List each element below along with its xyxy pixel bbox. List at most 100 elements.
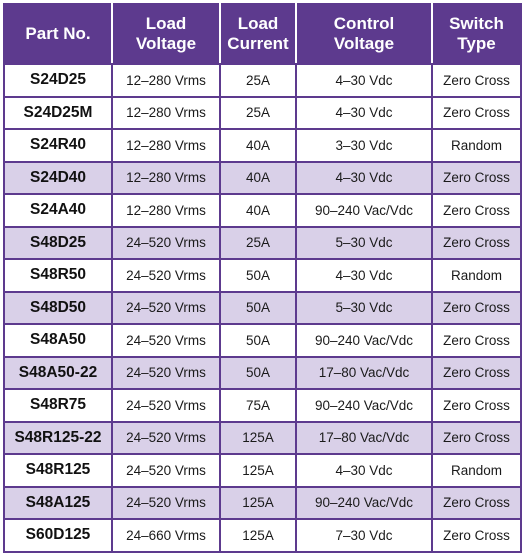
load-current-cell: 50A <box>219 355 297 390</box>
switch-type-cell: Zero Cross <box>431 323 522 358</box>
switch-type-cell: Zero Cross <box>431 63 522 98</box>
table-row: S48D25 24–520 Vrms 25A 5–30 Vdc Zero Cross <box>3 225 522 260</box>
switch-type-cell: Zero Cross <box>431 420 522 455</box>
load-current-cell: 25A <box>219 63 297 98</box>
switch-type-cell: Zero Cross <box>431 355 522 390</box>
table-row: S48R75 24–520 Vrms 75A 90–240 Vac/Vdc Zero C… <box>3 388 522 423</box>
control-voltage-cell: 4–30 Vdc <box>295 63 433 98</box>
part-no-cell: S48R50 <box>3 258 113 293</box>
parts-table: Part No. Load Voltage Load Current Control… <box>3 3 522 553</box>
col-header-switch-type: Switch Type <box>431 3 522 65</box>
load-voltage-cell: 24–660 Vrms <box>111 518 221 553</box>
header-label-line: Current <box>227 34 289 53</box>
header-label-line: Voltage <box>135 34 197 53</box>
part-no-cell: S48R125-22 <box>3 420 113 455</box>
part-no-cell: S24A40 <box>3 193 113 228</box>
control-voltage-cell: 17–80 Vac/Vdc <box>295 355 433 390</box>
load-current-cell: 25A <box>219 95 297 130</box>
load-current-cell: 50A <box>219 258 297 293</box>
part-no-cell: S48D25 <box>3 225 113 260</box>
load-voltage-cell: 24–520 Vrms <box>111 388 221 423</box>
control-voltage-cell: 90–240 Vac/Vdc <box>295 193 433 228</box>
switch-type-cell: Zero Cross <box>431 225 522 260</box>
header-label-line: Load <box>237 14 279 33</box>
switch-type-cell: Zero Cross <box>431 388 522 423</box>
header-label-line: Load <box>145 14 187 33</box>
control-voltage-cell: 4–30 Vdc <box>295 95 433 130</box>
part-no-cell: S24D25M <box>3 95 113 130</box>
part-no-cell: S60D125 <box>3 518 113 553</box>
control-voltage-cell: 5–30 Vdc <box>295 290 433 325</box>
col-header-control-voltage: Control Voltage <box>295 3 433 65</box>
table-row: S48A50-22 24–520 Vrms 50A 17–80 Vac/Vdc Zero… <box>3 355 522 390</box>
load-voltage-cell: 24–520 Vrms <box>111 225 221 260</box>
load-current-cell: 125A <box>219 420 297 455</box>
control-voltage-cell: 3–30 Vdc <box>295 128 433 163</box>
part-no-cell: S24D40 <box>3 160 113 195</box>
switch-type-cell: Zero Cross <box>431 160 522 195</box>
table-row: S24A40 12–280 Vrms 40A 90–240 Vac/Vdc Zero C… <box>3 193 522 228</box>
part-no-cell: S24R40 <box>3 128 113 163</box>
load-voltage-cell: 12–280 Vrms <box>111 193 221 228</box>
load-current-cell: 125A <box>219 518 297 553</box>
header-label-line: Voltage <box>333 34 395 53</box>
header-label-line: Switch <box>449 14 504 33</box>
load-voltage-cell: 12–280 Vrms <box>111 95 221 130</box>
part-no-cell: S48R125 <box>3 453 113 488</box>
control-voltage-cell: 4–30 Vdc <box>295 160 433 195</box>
part-no-cell: S48A50-22 <box>3 355 113 390</box>
load-voltage-cell: 12–280 Vrms <box>111 63 221 98</box>
table-row: S24R40 12–280 Vrms 40A 3–30 Vdc Random <box>3 128 522 163</box>
load-voltage-cell: 24–520 Vrms <box>111 420 221 455</box>
table-row: S24D25M 12–280 Vrms 25A 4–30 Vdc Zero Cross <box>3 95 522 130</box>
control-voltage-cell: 7–30 Vdc <box>295 518 433 553</box>
part-no-cell: S48R75 <box>3 388 113 423</box>
col-header-load-current: Load Current <box>219 3 297 65</box>
load-voltage-cell: 24–520 Vrms <box>111 453 221 488</box>
header-row: Part No. Load Voltage Load Current Control… <box>3 3 522 65</box>
table-row: S48D50 24–520 Vrms 50A 5–30 Vdc Zero Cross <box>3 290 522 325</box>
switch-type-cell: Zero Cross <box>431 485 522 520</box>
load-voltage-cell: 24–520 Vrms <box>111 323 221 358</box>
parts-table-container: Part No. Load Voltage Load Current Control… <box>3 3 522 553</box>
table-body: S24D25 12–280 Vrms 25A 4–30 Vdc Zero Cross S2… <box>3 63 522 553</box>
load-voltage-cell: 12–280 Vrms <box>111 128 221 163</box>
part-no-cell: S48A50 <box>3 323 113 358</box>
load-current-cell: 50A <box>219 323 297 358</box>
control-voltage-cell: 4–30 Vdc <box>295 258 433 293</box>
part-no-cell: S48D50 <box>3 290 113 325</box>
header-label-line: Control <box>333 14 395 33</box>
load-current-cell: 40A <box>219 160 297 195</box>
switch-type-cell: Zero Cross <box>431 290 522 325</box>
control-voltage-cell: 90–240 Vac/Vdc <box>295 388 433 423</box>
part-no-cell: S24D25 <box>3 63 113 98</box>
table-row: S48R125-22 24–520 Vrms 125A 17–80 Vac/Vdc Ze… <box>3 420 522 455</box>
table-row: S60D125 24–660 Vrms 125A 7–30 Vdc Zero Cross <box>3 518 522 553</box>
switch-type-cell: Random <box>431 128 522 163</box>
col-header-load-voltage: Load Voltage <box>111 3 221 65</box>
table-row: S48A50 24–520 Vrms 50A 90–240 Vac/Vdc Zero C… <box>3 323 522 358</box>
col-header-part-no: Part No. <box>3 3 113 65</box>
table-row: S24D25 12–280 Vrms 25A 4–30 Vdc Zero Cross <box>3 63 522 98</box>
switch-type-cell: Zero Cross <box>431 193 522 228</box>
control-voltage-cell: 4–30 Vdc <box>295 453 433 488</box>
load-current-cell: 125A <box>219 485 297 520</box>
load-current-cell: 125A <box>219 453 297 488</box>
part-no-cell: S48A125 <box>3 485 113 520</box>
load-voltage-cell: 12–280 Vrms <box>111 160 221 195</box>
load-voltage-cell: 24–520 Vrms <box>111 258 221 293</box>
switch-type-cell: Zero Cross <box>431 95 522 130</box>
load-voltage-cell: 24–520 Vrms <box>111 355 221 390</box>
header-label-line: Part No. <box>25 24 91 43</box>
load-voltage-cell: 24–520 Vrms <box>111 485 221 520</box>
control-voltage-cell: 90–240 Vac/Vdc <box>295 485 433 520</box>
table-row: S48R50 24–520 Vrms 50A 4–30 Vdc Random <box>3 258 522 293</box>
load-current-cell: 50A <box>219 290 297 325</box>
load-current-cell: 75A <box>219 388 297 423</box>
load-current-cell: 25A <box>219 225 297 260</box>
load-voltage-cell: 24–520 Vrms <box>111 290 221 325</box>
switch-type-cell: Zero Cross <box>431 518 522 553</box>
control-voltage-cell: 5–30 Vdc <box>295 225 433 260</box>
switch-type-cell: Random <box>431 453 522 488</box>
load-current-cell: 40A <box>219 128 297 163</box>
